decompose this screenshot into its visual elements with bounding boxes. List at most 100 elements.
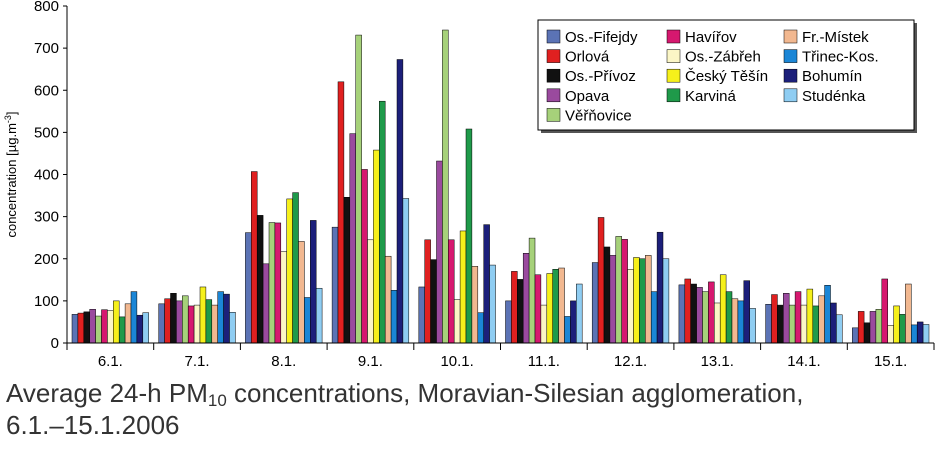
x-tick-label: 9.1. (358, 353, 383, 370)
bar (430, 259, 437, 344)
bar (656, 231, 664, 344)
bar (806, 288, 814, 344)
x-tick-label: 7.1. (185, 353, 210, 370)
y-tick-label: 100 (34, 293, 59, 310)
bar (690, 283, 697, 344)
bar (223, 293, 230, 344)
bar (522, 253, 530, 344)
bar (916, 321, 924, 344)
bar (489, 264, 496, 344)
legend-swatch (666, 29, 681, 44)
bar (857, 311, 865, 344)
bar (725, 291, 733, 344)
bar (310, 220, 317, 344)
figure-caption: Average 24-h PM10 concentrations, Moravi… (6, 377, 936, 441)
legend-box (537, 19, 915, 131)
bar (442, 29, 449, 344)
legend-swatch (546, 68, 561, 83)
bar (187, 305, 195, 344)
bar (89, 309, 96, 344)
bar (639, 258, 646, 344)
bar (251, 171, 258, 344)
legend-swatch (783, 68, 798, 83)
pm10-bar-chart: 0 100 200 300 400 500 600 700 800 6.1. 7.1. 8.1. 9.1… (3, 0, 935, 370)
bar (517, 279, 524, 344)
bar (511, 271, 518, 344)
bar (176, 300, 183, 344)
bar (304, 297, 311, 344)
y-axis-title-end: ] (4, 111, 19, 115)
bar (558, 267, 565, 344)
legend-label: Orlová (565, 49, 610, 66)
bar (899, 314, 906, 344)
caption-line-1: Average 24-h PM10 concentrations, Moravi… (6, 378, 804, 410)
bar (268, 222, 276, 344)
bar (505, 300, 512, 344)
bar (922, 324, 930, 344)
bar (83, 311, 90, 344)
bar (193, 304, 201, 344)
bar (361, 169, 368, 344)
bar (570, 300, 577, 344)
y-tick-label: 200 (34, 251, 59, 268)
bar (471, 266, 479, 344)
bar (95, 315, 102, 344)
bar (280, 251, 287, 344)
bar (597, 217, 605, 344)
bar (424, 239, 431, 344)
bar (777, 304, 784, 344)
bar (609, 255, 617, 344)
y-tick-label: 0 (51, 335, 59, 352)
y-tick-label: 800 (34, 0, 59, 15)
y-axis-title: concentration [µg.m-3] (3, 111, 19, 237)
bar (771, 294, 778, 344)
bar (118, 316, 126, 344)
bar (107, 310, 114, 344)
bar (124, 303, 132, 344)
bar (182, 295, 189, 344)
bar (170, 293, 177, 344)
bar (262, 263, 270, 344)
bar (662, 258, 670, 344)
bar (743, 280, 750, 344)
bar (418, 286, 425, 344)
bar (77, 312, 85, 344)
bar (788, 304, 796, 344)
bar (436, 160, 443, 344)
bar (113, 300, 120, 344)
bar (384, 255, 392, 344)
bar (379, 100, 386, 344)
x-tick-label: 10.1. (440, 353, 473, 370)
y-axis-title-superscript: -3 (3, 115, 13, 123)
bar (101, 309, 108, 344)
bar (905, 283, 912, 344)
bar (286, 198, 293, 344)
bar (158, 303, 165, 344)
bar (881, 278, 888, 344)
legend-label: Věřňovice (565, 107, 632, 124)
legend-label: Bohumín (802, 68, 862, 85)
bar (315, 287, 323, 344)
bar (552, 269, 559, 344)
bar (621, 239, 628, 344)
legend-label: Český Těšín (685, 68, 768, 85)
caption-line-2: 6.1.–15.1.2006 (6, 410, 180, 440)
bar (702, 291, 709, 344)
legend-swatch (783, 29, 798, 44)
bar (737, 300, 745, 344)
legend-label: Opava (565, 88, 610, 105)
bar (390, 290, 398, 344)
bar (540, 304, 548, 344)
y-tick-label: 500 (34, 124, 59, 141)
x-tick-label: 6.1. (98, 353, 123, 370)
legend-label: Třinec-Kos. (802, 49, 879, 66)
bar (633, 257, 640, 344)
bar (453, 299, 461, 344)
bar (627, 269, 634, 344)
bar (274, 222, 282, 344)
legend-swatch (546, 108, 561, 122)
bar (211, 304, 218, 344)
legend-swatch (666, 68, 681, 83)
bar (863, 322, 871, 344)
legend-label: Fr.-Místek (802, 29, 869, 46)
